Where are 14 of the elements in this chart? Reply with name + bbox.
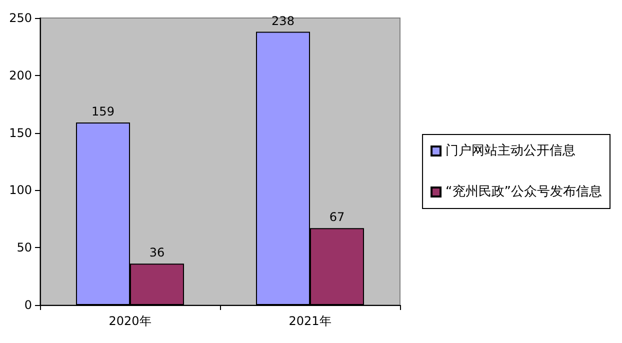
data-label: 238	[272, 14, 294, 28]
legend-label: 门户网站主动公开信息	[446, 142, 576, 158]
legend-label: “兖州民政”公众号发布信息	[446, 184, 602, 200]
data-label: 159	[92, 104, 114, 118]
y-tick-label: 0	[24, 298, 32, 312]
x-tick-label: 2020年	[108, 314, 152, 328]
y-tick-label: 150	[9, 126, 32, 140]
data-label: 36	[149, 246, 165, 260]
data-label: 67	[329, 210, 345, 224]
x-tick-label: 2021年	[288, 314, 332, 328]
y-tick-label: 50	[16, 240, 32, 255]
y-tick-label: 250	[9, 11, 32, 25]
y-tick-label: 100	[9, 183, 32, 198]
y-tick-label: 200	[9, 68, 32, 82]
